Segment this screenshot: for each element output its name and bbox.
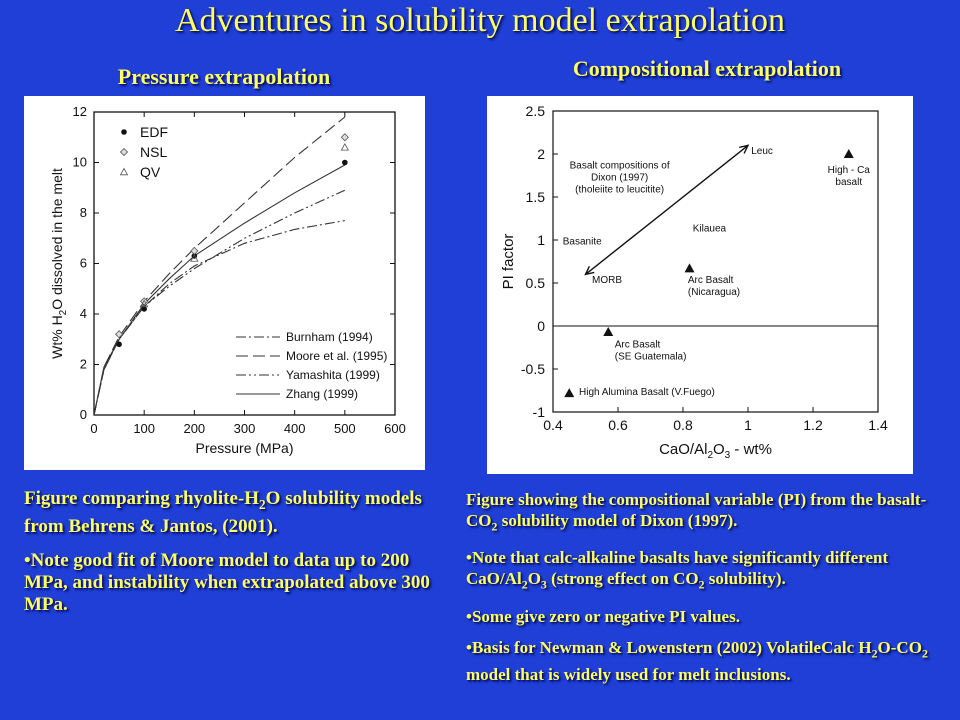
arrow-head-morb: [584, 265, 595, 276]
y-tick-label: 2: [80, 357, 87, 372]
model-curve-4: [93, 164, 346, 416]
right-caption-bullet-1: •Note that calc-alkaline basalts have si…: [466, 548, 889, 592]
right-caption-main: Figure showing the compositional variabl…: [466, 490, 927, 534]
y-tick-label: 0: [80, 407, 87, 422]
annotation-label: Dixon (1997): [591, 173, 648, 184]
legend-line-label: Zhang (1999): [286, 387, 358, 401]
point-label: Arc Basalt: [688, 275, 734, 286]
x-axis-label-a: CaO/Al: [659, 441, 707, 458]
point-label: High - Ca: [828, 165, 871, 176]
x-tick-label: 0.6: [608, 417, 628, 433]
x-tick-label: 0.4: [543, 417, 563, 433]
annotation-label: Basalt compositions of: [570, 161, 670, 172]
legend-label-nsl: NSL: [140, 144, 167, 160]
data-point-nsl: [190, 246, 199, 255]
legend-marker-nsl: [119, 147, 129, 157]
point-label: basalt: [835, 177, 862, 188]
x-axis-label-sub2: 3: [725, 450, 731, 461]
right-caption-bullet-2: •Some give zero or negative PI values.: [466, 606, 740, 626]
left-caption-main: Figure comparing rhyolite-H2O solubility…: [24, 488, 422, 537]
left-subtitle: Pressure extrapolation: [117, 64, 331, 89]
y-tick-label: 2.5: [526, 103, 546, 119]
model-curve-1: [93, 220, 345, 416]
y-tick-label: 2: [537, 146, 545, 162]
y-tick-label: 0: [537, 318, 545, 334]
point-label: (Nicaragua): [688, 287, 740, 298]
annotation-label: MORB: [592, 275, 622, 286]
legend-marker-edf: [121, 129, 127, 135]
data-point-edf: [116, 341, 122, 348]
point-label: Arc Basalt: [615, 340, 661, 351]
legend-label-edf: EDF: [140, 124, 168, 140]
x-tick-label: 0: [90, 421, 97, 436]
data-point-triangle-1: [684, 263, 695, 273]
left-caption: Figure comparing rhyolite-H2O solubility…: [24, 488, 436, 628]
x-tick-label: 1.2: [803, 417, 823, 433]
pressure-chart-panel: 0 100 200 300 400 500 600 0 2 4 6 8 10 12 Pressure (MP…: [24, 96, 425, 470]
annotation-label: Kilauea: [693, 223, 727, 234]
y-axis-label-b: O dissolved in the melt: [49, 168, 65, 310]
data-point-triangle-4: [843, 149, 854, 158]
y-axis-label: PI factor: [500, 234, 517, 290]
data-point-nsl: [340, 133, 349, 142]
point-label: (SE Guatemala): [615, 352, 687, 363]
right-caption-bullet-3: •Basis for Newman & Lowenstern (2002) Vo…: [466, 637, 928, 685]
data-point-edf: [141, 306, 147, 312]
y-tick-label: -0.5: [521, 361, 545, 377]
data-point-qv: [190, 254, 199, 262]
legend-marker-qv: [119, 167, 129, 176]
pressure-solubility-chart: 0 100 200 300 400 500 600 0 2 4 6 8 10 12 Pressure (MP…: [49, 104, 406, 456]
data-point-triangle-3: [564, 388, 575, 398]
data-point-edf: [342, 159, 348, 166]
pi-factor-chart: 0.4 0.6 0.8 1 1.2 1.4 -1 -0.5 0 0.5 1 1.5 2 2.5 CaO/Al…: [500, 103, 888, 461]
annotation-label: Leuc: [751, 146, 773, 157]
y-tick-label: 12: [73, 104, 87, 119]
x-axis-label: CaO/Al2O3 - wt%: [659, 441, 772, 461]
x-tick-label: 1: [744, 417, 752, 433]
right-subtitle: Compositional extrapolation: [572, 56, 842, 81]
data-point-qv: [340, 143, 350, 151]
y-tick-label: 10: [73, 155, 87, 170]
legend-line-label: Yamashita (1999): [286, 368, 380, 382]
y-tick-label: 6: [80, 256, 87, 271]
point-label: High Alumina Basalt (V.Fuego): [579, 387, 715, 398]
legend-line-label: Moore et al. (1995): [286, 349, 387, 363]
x-tick-label: 400: [284, 421, 306, 436]
model-curve-3: [93, 189, 346, 416]
data-point-nsl: [115, 330, 124, 339]
x-axis-label-b: O: [713, 441, 725, 458]
x-axis-label: Pressure (MPa): [195, 440, 293, 456]
y-tick-label: 4: [80, 306, 87, 321]
x-tick-label: 600: [384, 421, 406, 436]
composition-arrow-line: [585, 144, 749, 275]
y-tick-label: -1: [533, 404, 546, 420]
x-tick-label: 100: [133, 421, 155, 436]
annotation-label: (tholeiite to leucitite): [575, 185, 664, 196]
y-axis-label: Wt% H2O dissolved in the melt: [49, 168, 69, 359]
y-tick-label: 1: [537, 232, 545, 248]
composition-chart-panel: 0.4 0.6 0.8 1 1.2 1.4 -1 -0.5 0 0.5 1 1.5 2 2.5 CaO/Al…: [487, 96, 913, 474]
x-tick-label: 0.8: [673, 417, 693, 433]
y-tick-label: 1.5: [526, 189, 546, 205]
x-tick-label: 200: [183, 421, 205, 436]
x-tick-label: 500: [334, 421, 356, 436]
x-tick-label: 300: [234, 421, 256, 436]
x-axis-label-c: - wt%: [730, 441, 772, 458]
arrow-head-leuc: [739, 144, 750, 154]
data-point-qv: [139, 299, 149, 308]
legend-label-qv: QV: [140, 164, 161, 180]
annotation-label: Basanite: [563, 236, 602, 247]
y-axis-label-sub: 2: [58, 309, 69, 315]
legend-line-label: Burnham (1994): [286, 330, 373, 344]
y-tick-label: 8: [80, 205, 87, 220]
right-caption: Figure showing the compositional variabl…: [466, 489, 952, 695]
x-tick-label: 1.4: [868, 417, 888, 433]
y-axis-label-a: Wt% H: [49, 315, 65, 359]
y-tick-label: 0.5: [526, 275, 546, 291]
slide-title: Adventures in solubility model extrapola…: [174, 2, 785, 39]
x-axis-label-sub1: 2: [707, 450, 713, 461]
data-point-triangle-2: [603, 327, 614, 337]
left-caption-bullet: •Note good fit of Moore model to data up…: [24, 549, 430, 615]
plot-frame: [552, 110, 879, 413]
